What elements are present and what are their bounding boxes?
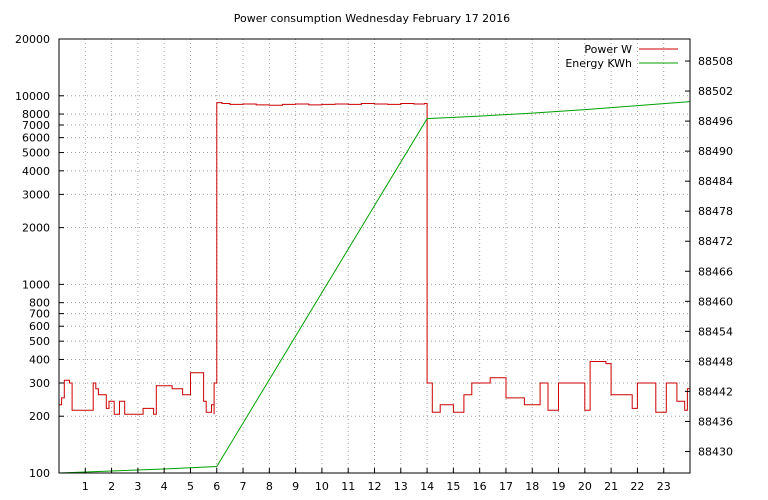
x-tick-label: 4: [161, 480, 168, 493]
grid: [59, 38, 690, 474]
x-tick-label: 11: [341, 480, 355, 493]
x-tick-label: 18: [525, 480, 539, 493]
y2-tick-label: 88484: [698, 175, 733, 188]
x-tick-label: 1: [82, 480, 89, 493]
y2-tick-label: 88496: [698, 115, 733, 128]
y2-tick-label: 88502: [698, 85, 733, 98]
y-tick-label: 600: [29, 320, 50, 333]
y-tick-label: 2000: [22, 222, 50, 235]
y-tick-label: 7000: [22, 119, 50, 132]
x-tick-label: 23: [657, 480, 671, 493]
y2-tick-label: 88454: [698, 325, 733, 338]
x-tick-label: 17: [499, 480, 513, 493]
y-tick-label: 300: [29, 377, 50, 390]
x-tick-label: 10: [315, 480, 329, 493]
y-tick-label: 500: [29, 335, 50, 348]
x-tick-label: 15: [446, 480, 460, 493]
y-tick-label: 400: [29, 353, 50, 366]
y-tick-label: 200: [29, 410, 50, 423]
x-tick-label: 16: [473, 480, 487, 493]
y-tick-label: 8000: [22, 108, 50, 121]
x-tick-label: 14: [420, 480, 434, 493]
y2-tick-label: 88508: [698, 55, 733, 68]
y2-tick-label: 88436: [698, 415, 733, 428]
y-tick-label: 4000: [22, 165, 50, 178]
y-tick-label: 100: [29, 467, 50, 480]
y-tick-label: 5000: [22, 147, 50, 160]
y2-tick-label: 88478: [698, 205, 733, 218]
x-tick-label: 6: [213, 480, 220, 493]
x-tick-label: 5: [187, 480, 194, 493]
x-tick-label: 12: [368, 480, 382, 493]
y-tick-label: 700: [29, 308, 50, 321]
x-tick-label: 19: [552, 480, 566, 493]
y2-tick-label: 88448: [698, 355, 733, 368]
y-tick-label: 6000: [22, 132, 50, 145]
x-tick-label: 22: [630, 480, 644, 493]
y-tick-label: 10000: [15, 90, 50, 103]
y2-tick-label: 88430: [698, 445, 733, 458]
y-tick-label: 1000: [22, 278, 50, 291]
legend-label-energy: Energy KWh: [565, 57, 632, 70]
y2-tick-label: 88490: [698, 145, 733, 158]
legend-label-power: Power W: [584, 43, 632, 56]
y2-tick-label: 88442: [698, 385, 733, 398]
y2-tick-label: 88466: [698, 265, 733, 278]
y-tick-label: 20000: [15, 33, 50, 46]
x-tick-label: 9: [292, 480, 299, 493]
x-tick-label: 13: [394, 480, 408, 493]
y2-tick-label: 88472: [698, 235, 733, 248]
x-tick-label: 20: [578, 480, 592, 493]
series-line-power: [59, 102, 690, 415]
y-tick-label: 3000: [22, 188, 50, 201]
chart-title: Power consumption Wednesday February 17 …: [234, 12, 510, 25]
x-tick-label: 7: [240, 480, 247, 493]
plot-frame: [58, 38, 691, 474]
axes: 1 2 3 4 5 6 7 8 9 10 11 12 13 14 15 16 17 18 19 20 21 22 23100…: [15, 33, 733, 493]
y2-tick-label: 88460: [698, 295, 733, 308]
legend: Power W Energy KWh: [565, 43, 678, 70]
x-tick-label: 3: [134, 480, 141, 493]
y-tick-label: 800: [29, 297, 50, 310]
x-tick-label: 21: [604, 480, 618, 493]
x-tick-label: 8: [266, 480, 273, 493]
x-tick-label: 2: [108, 480, 115, 493]
